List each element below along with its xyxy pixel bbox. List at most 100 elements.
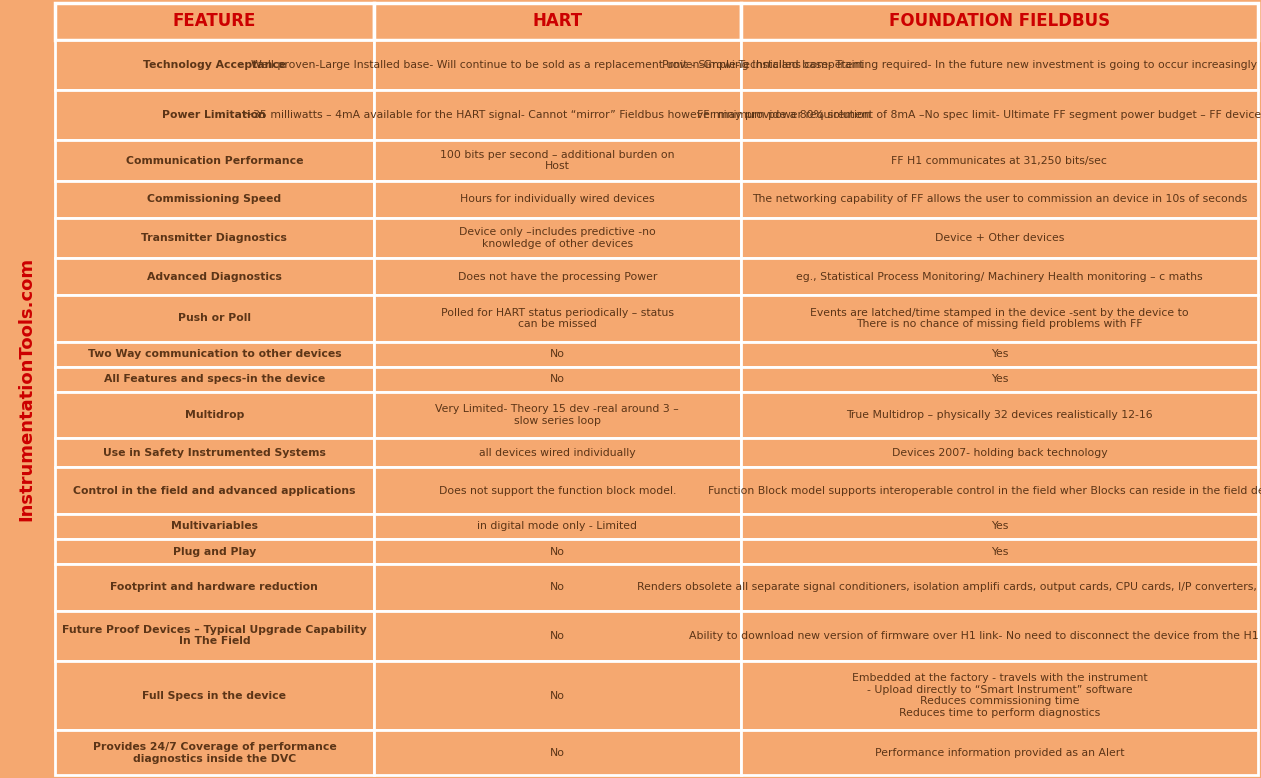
Text: FEATURE: FEATURE: [173, 12, 256, 30]
Bar: [55, 258, 373, 295]
Bar: [373, 513, 740, 539]
Text: Well proven-Large Installed base- Will continue to be sold as a replacement unit: Well proven-Large Installed base- Will c…: [251, 60, 864, 70]
Text: No: No: [550, 546, 565, 556]
Text: HART: HART: [532, 12, 583, 30]
Text: InstrumentationTools.com: InstrumentationTools.com: [16, 257, 35, 521]
Text: Device only –includes predictive -no
knowledge of other devices: Device only –includes predictive -no kno…: [459, 227, 656, 249]
Bar: [740, 181, 1258, 218]
Text: Plug and Play: Plug and Play: [173, 546, 256, 556]
Text: Ability to download new version of firmware over H1 link- No need to disconnect : Ability to download new version of firmw…: [689, 631, 1261, 641]
Text: Yes: Yes: [991, 349, 1008, 359]
Bar: [373, 731, 740, 775]
Text: Yes: Yes: [991, 546, 1008, 556]
Bar: [740, 438, 1258, 468]
Bar: [55, 366, 373, 392]
Text: True Multidrop – physically 32 devices realistically 12-16: True Multidrop – physically 32 devices r…: [846, 410, 1153, 420]
Bar: [55, 539, 373, 564]
Bar: [740, 731, 1258, 775]
Bar: [373, 181, 740, 218]
Bar: [55, 3, 373, 40]
Text: Device + Other devices: Device + Other devices: [934, 233, 1064, 243]
Bar: [373, 611, 740, 661]
Bar: [740, 3, 1258, 40]
Bar: [373, 438, 740, 468]
Bar: [373, 258, 740, 295]
Bar: [373, 539, 740, 564]
Bar: [740, 611, 1258, 661]
Text: Multivariables: Multivariables: [171, 521, 259, 531]
Text: Polled for HART status periodically – status
can be missed: Polled for HART status periodically – st…: [441, 307, 673, 329]
Bar: [373, 3, 740, 40]
Text: No: No: [550, 582, 565, 592]
Bar: [55, 295, 373, 342]
Bar: [373, 366, 740, 392]
Bar: [55, 731, 373, 775]
Text: Does not support the function block model.: Does not support the function block mode…: [439, 485, 676, 496]
Text: Push or Poll: Push or Poll: [178, 314, 251, 324]
Text: Full Specs in the device: Full Specs in the device: [142, 691, 286, 701]
Text: Future Proof Devices – Typical Upgrade Capability
In The Field: Future Proof Devices – Typical Upgrade C…: [62, 625, 367, 647]
Bar: [373, 564, 740, 611]
Bar: [373, 661, 740, 731]
Bar: [0, 0, 52, 778]
Text: Function Block model supports interoperable control in the field wher Blocks can: Function Block model supports interopera…: [709, 485, 1261, 496]
Bar: [373, 90, 740, 140]
Text: eg., Statistical Process Monitoring/ Machinery Health monitoring – c maths: eg., Statistical Process Monitoring/ Mac…: [796, 272, 1203, 282]
Bar: [55, 392, 373, 438]
Bar: [373, 295, 740, 342]
Text: Renders obsolete all separate signal conditioners, isolation amplifi cards, outp: Renders obsolete all separate signal con…: [637, 582, 1261, 592]
Bar: [740, 366, 1258, 392]
Text: The networking capability of FF allows the user to commission an device in 10s o: The networking capability of FF allows t…: [752, 194, 1247, 205]
Bar: [740, 140, 1258, 181]
Bar: [740, 392, 1258, 438]
Bar: [55, 468, 373, 513]
Bar: [373, 468, 740, 513]
Bar: [55, 218, 373, 258]
Bar: [373, 218, 740, 258]
Text: FF minimum power requirement of 8mA –No spec limit- Ultimate FF segment power bu: FF minimum power requirement of 8mA –No …: [697, 110, 1261, 121]
Bar: [740, 218, 1258, 258]
Bar: [55, 513, 373, 539]
Text: Embedded at the factory - travels with the instrument
- Upload directly to “Smar: Embedded at the factory - travels with t…: [851, 673, 1148, 718]
Text: ~35 milliwatts – 4mA available for the HART signal- Cannot “mirror” Fieldbus how: ~35 milliwatts – 4mA available for the H…: [243, 110, 870, 121]
Text: No: No: [550, 374, 565, 384]
Bar: [373, 342, 740, 366]
Bar: [740, 468, 1258, 513]
Bar: [55, 342, 373, 366]
Bar: [55, 661, 373, 731]
Bar: [55, 90, 373, 140]
Text: Multidrop: Multidrop: [184, 410, 245, 420]
Bar: [55, 438, 373, 468]
Text: No: No: [550, 691, 565, 701]
Bar: [55, 611, 373, 661]
Text: in digital mode only - Limited: in digital mode only - Limited: [477, 521, 637, 531]
Text: Use in Safety Instrumented Systems: Use in Safety Instrumented Systems: [103, 448, 325, 457]
Bar: [740, 295, 1258, 342]
Text: Devices 2007- holding back technology: Devices 2007- holding back technology: [892, 448, 1107, 457]
Text: All Features and specs-in the device: All Features and specs-in the device: [103, 374, 325, 384]
Text: FOUNDATION FIELDBUS: FOUNDATION FIELDBUS: [889, 12, 1110, 30]
Text: Yes: Yes: [991, 374, 1008, 384]
Text: Control in the field and advanced applications: Control in the field and advanced applic…: [73, 485, 356, 496]
Bar: [740, 513, 1258, 539]
Text: Yes: Yes: [991, 521, 1008, 531]
Text: Advanced Diagnostics: Advanced Diagnostics: [148, 272, 282, 282]
Text: FF H1 communicates at 31,250 bits/sec: FF H1 communicates at 31,250 bits/sec: [892, 156, 1107, 166]
Bar: [740, 40, 1258, 90]
Text: Does not have the processing Power: Does not have the processing Power: [458, 272, 657, 282]
Text: Two Way communication to other devices: Two Way communication to other devices: [87, 349, 342, 359]
Text: Events are latched/time stamped in the device -sent by the device to
There is no: Events are latched/time stamped in the d…: [810, 307, 1189, 329]
Text: Very Limited- Theory 15 dev -real around 3 –
slow series loop: Very Limited- Theory 15 dev -real around…: [435, 405, 680, 426]
Bar: [55, 564, 373, 611]
Text: Performance information provided as an Alert: Performance information provided as an A…: [875, 748, 1124, 758]
Bar: [55, 140, 373, 181]
Text: all devices wired individually: all devices wired individually: [479, 448, 636, 457]
Text: Hours for individually wired devices: Hours for individually wired devices: [460, 194, 654, 205]
Bar: [373, 392, 740, 438]
Bar: [373, 40, 740, 90]
Text: No: No: [550, 349, 565, 359]
Bar: [740, 539, 1258, 564]
Bar: [740, 258, 1258, 295]
Text: No: No: [550, 748, 565, 758]
Bar: [740, 564, 1258, 611]
